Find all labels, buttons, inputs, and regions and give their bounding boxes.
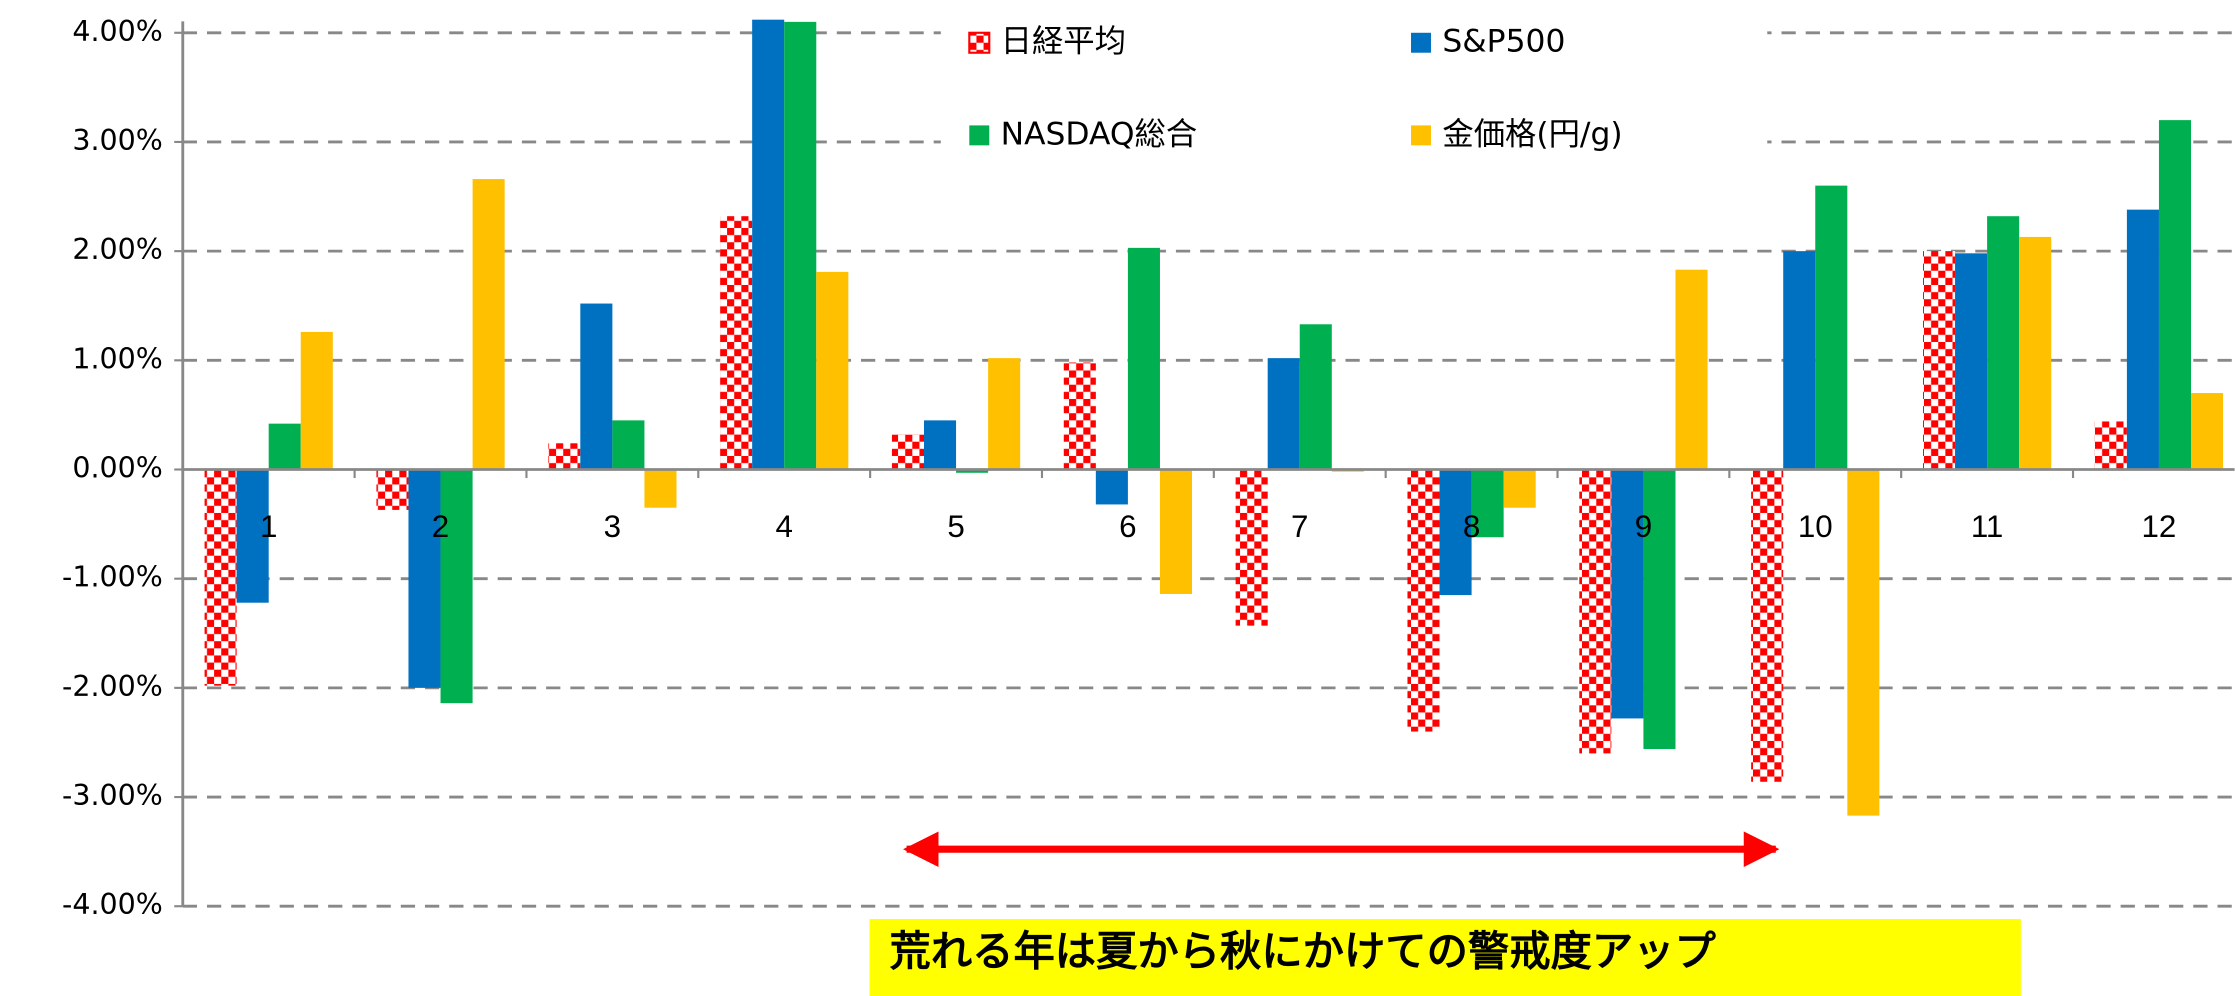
bar	[440, 469, 473, 704]
axes: -4.00% -3.00% -2.00% -1.00% 0.00% 1.00% 2.00% 3…	[62, 15, 2235, 921]
x-tick-label: 6	[1119, 509, 1136, 544]
bar	[1407, 469, 1440, 732]
bar	[720, 216, 753, 470]
bar	[1643, 469, 1676, 750]
bar	[472, 179, 505, 470]
bar	[2019, 236, 2052, 470]
bar	[1095, 469, 1128, 505]
bar	[236, 469, 269, 603]
legend-swatch	[968, 31, 991, 54]
legend-label: NASDAQ総合	[1001, 116, 1198, 152]
legend-label: 金価格(円/g)	[1442, 116, 1622, 152]
bar	[1063, 362, 1096, 470]
x-tick-label: 4	[775, 509, 792, 544]
bar	[1159, 469, 1193, 594]
x-tick-label: 9	[1635, 509, 1652, 544]
bar	[1815, 185, 1848, 470]
x-tick-label: 5	[947, 509, 964, 544]
x-tick-label: 2	[432, 509, 449, 544]
bar	[1675, 269, 1708, 470]
bar	[1751, 469, 1784, 782]
legend-swatch	[1411, 32, 1431, 53]
bar	[2158, 120, 2192, 470]
bar	[644, 469, 677, 508]
y-tick-label: 0.00%	[72, 452, 163, 485]
legend-label: S&P500	[1442, 24, 1565, 60]
y-tick-label: 3.00%	[72, 124, 163, 157]
bar	[784, 21, 817, 470]
bar	[816, 271, 849, 470]
bars	[204, 19, 2224, 816]
legend-swatch	[1411, 125, 1431, 146]
bar	[988, 358, 1021, 470]
bar	[1611, 469, 1644, 719]
y-tick-label: 4.00%	[72, 15, 163, 48]
legend-swatch	[969, 125, 990, 146]
legend-label: 日経平均	[1001, 24, 1126, 60]
bar	[1922, 251, 1956, 470]
bar	[1235, 469, 1268, 626]
x-tick-label: 7	[1291, 509, 1308, 544]
bar	[1127, 247, 1160, 470]
bar	[1579, 469, 1612, 754]
x-tick-label: 1	[260, 509, 277, 544]
y-tick-label: -3.00%	[62, 779, 163, 812]
bar	[1987, 216, 2020, 470]
x-tick-label: 3	[604, 509, 621, 544]
x-tick-label: 8	[1463, 509, 1480, 544]
bar	[376, 469, 409, 510]
bar	[2126, 209, 2159, 470]
bar	[923, 420, 957, 470]
bar	[1439, 469, 1472, 596]
bar	[2094, 421, 2127, 470]
bar	[1299, 324, 1332, 470]
bar	[891, 434, 924, 470]
bar	[268, 423, 301, 470]
bar	[548, 443, 581, 470]
bar	[1267, 358, 1300, 470]
y-tick-label: -4.00%	[62, 888, 163, 921]
bar	[752, 19, 785, 470]
bar	[1783, 251, 1816, 470]
legend-bg	[940, 5, 1768, 174]
x-tick-label: 12	[2142, 509, 2177, 544]
bar	[580, 303, 613, 470]
bar	[204, 469, 237, 686]
bar	[1471, 469, 1504, 538]
bar	[2191, 393, 2224, 470]
legend: 日経平均 S&P500 NASDAQ総合 金価格(円/g)	[940, 5, 1768, 174]
y-tick-label: 2.00%	[72, 233, 163, 266]
y-tick-label: -1.00%	[62, 561, 163, 594]
bar	[1847, 469, 1880, 816]
grid	[182, 31, 2235, 908]
bar	[612, 420, 645, 470]
y-tick-label: -2.00%	[62, 670, 163, 703]
annotation-text: 荒れる年は夏から秋にかけての警戒度アップ	[890, 928, 1717, 976]
annotation-box	[869, 919, 2021, 996]
bar	[1503, 469, 1536, 508]
x-tick-label: 10	[1798, 509, 1833, 544]
bar	[300, 331, 333, 470]
bar	[956, 469, 989, 473]
bar	[1955, 253, 1988, 470]
y-tick-label: 1.00%	[72, 342, 163, 375]
bar	[408, 469, 441, 688]
x-tick-label: 11	[1971, 509, 2004, 544]
